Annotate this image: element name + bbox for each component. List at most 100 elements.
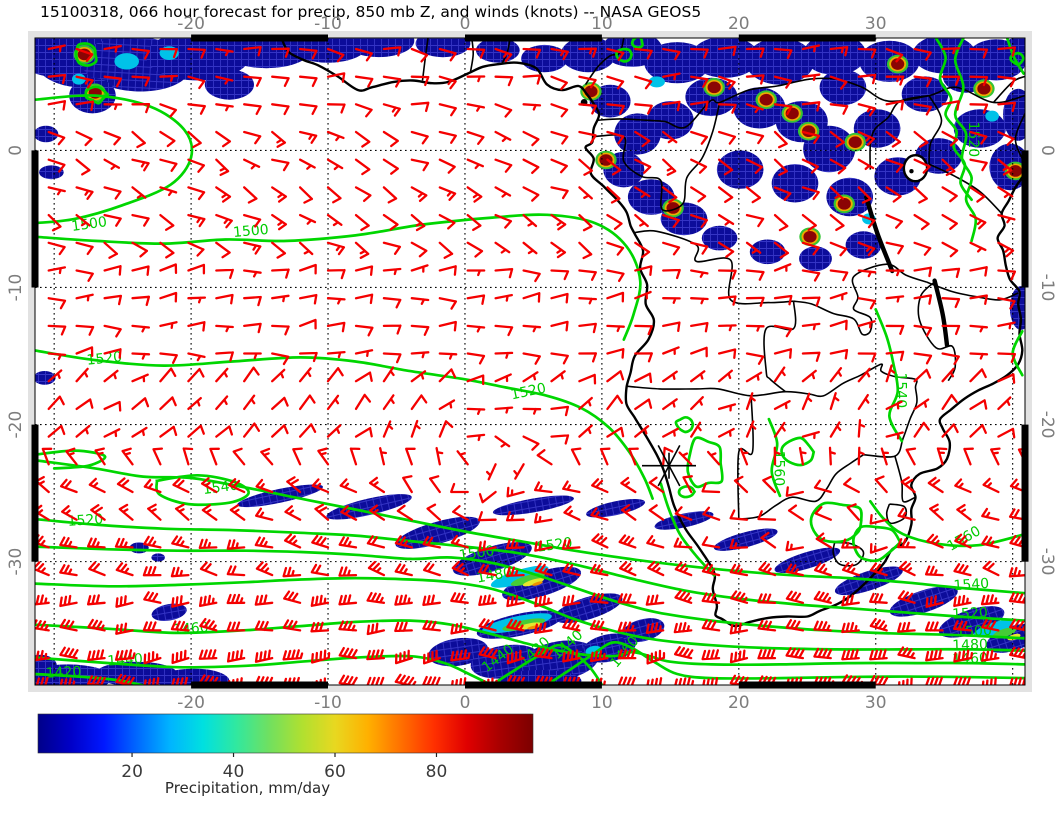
wind-barb [706, 450, 721, 466]
wind-barb [174, 503, 190, 521]
precip-blob [237, 484, 323, 508]
height-contour-1540 [35, 458, 1025, 595]
wind-barb [438, 186, 457, 201]
wind-barb [606, 75, 625, 90]
wind-barb [131, 130, 146, 149]
wind-barb [298, 351, 318, 363]
wind-barb [410, 130, 429, 145]
precip-blob [39, 165, 64, 180]
wind-barb [456, 450, 469, 466]
wind-barb [159, 291, 178, 303]
wind-barb [47, 213, 62, 232]
wind-barb [773, 348, 793, 359]
wind-barb [159, 74, 179, 82]
wind-barb [690, 269, 709, 278]
wind-barb [171, 676, 190, 685]
wind-barb [170, 620, 190, 632]
wind-barb [534, 647, 554, 660]
wind-barb [394, 649, 413, 665]
wind-barb [394, 621, 413, 633]
precip-blob [647, 101, 694, 140]
precip-blob [749, 239, 786, 265]
wind-barb [187, 352, 206, 362]
wind-barb [494, 213, 513, 229]
wind-barb [590, 507, 609, 521]
wind-barb [578, 352, 598, 363]
wind-barb [410, 75, 430, 87]
wind-barb [969, 424, 987, 438]
wind-barb [298, 213, 317, 225]
wind-barb [869, 562, 888, 577]
wind-barb [86, 594, 106, 606]
wind-barb [354, 265, 374, 276]
wind-barb [254, 536, 274, 549]
wind-barb [159, 241, 175, 259]
wind-barb [103, 103, 123, 111]
wind-barb [913, 47, 932, 61]
wind-barb [690, 186, 707, 203]
wind-barb [338, 594, 358, 606]
height-contour-ring [630, 38, 644, 50]
wind-barb [298, 130, 318, 144]
wind-barb [702, 506, 721, 521]
wind-barb [366, 591, 386, 604]
wind-barb [885, 269, 905, 277]
country-border [469, 38, 475, 73]
wind-barb [662, 130, 678, 144]
precip-blob [803, 38, 867, 75]
wind-barb [662, 158, 677, 176]
wind-barb [729, 622, 749, 635]
wind-barb [857, 352, 877, 363]
wind-barb [229, 504, 246, 521]
wind-barb [494, 47, 513, 63]
wind-barb [952, 620, 972, 632]
wind-barb [494, 267, 514, 279]
wind-barb [578, 158, 593, 176]
map-area: 1500 150015201520154015401520152015201500… [35, 38, 1025, 685]
wind-barb [701, 649, 721, 661]
wind-barb [243, 45, 262, 57]
precip-blob [853, 109, 901, 148]
height-contour-ring [674, 415, 695, 434]
wind-barb [410, 47, 429, 63]
wind-barb [813, 647, 833, 660]
height-contour-ring [686, 436, 724, 489]
wind-barb [87, 649, 106, 662]
wind-barb [578, 322, 597, 334]
wind-barb [941, 267, 961, 279]
wind-barb [880, 447, 890, 466]
wind-barb [578, 130, 597, 144]
wind-barb [466, 130, 485, 145]
colorbar-tick-label: 80 [426, 762, 448, 782]
wind-barb [762, 475, 777, 494]
wind-barb [47, 266, 67, 275]
wind-barb [75, 269, 94, 282]
wind-barb [969, 399, 988, 411]
wind-barb [438, 158, 456, 174]
wind-barb [310, 621, 330, 633]
wind-barb [410, 297, 430, 305]
wind-barb [438, 130, 457, 144]
wind-barb [171, 595, 190, 608]
wind-barb [690, 75, 709, 88]
wind-barb [829, 130, 845, 148]
contour-label: 1540 [892, 372, 908, 408]
wind-barb [187, 47, 206, 59]
country-border [626, 385, 812, 397]
wind-barb [103, 75, 123, 88]
wind-barb [94, 447, 106, 466]
wind-barb [298, 423, 317, 438]
wind-barb [340, 505, 358, 521]
height-contour-ring [74, 42, 98, 67]
wind-barb [522, 47, 542, 59]
wind-barb [1009, 618, 1025, 632]
wind-barb [47, 395, 65, 411]
precip-core [837, 198, 851, 210]
wind-barb [298, 158, 316, 170]
wind-barb [338, 620, 358, 632]
wind-barb [103, 428, 121, 438]
precip-blob [72, 73, 86, 85]
wind-barb [729, 538, 749, 550]
map-title: 15100318, 066 hour forecast for precip, … [40, 3, 701, 21]
wind-barb [438, 420, 454, 438]
